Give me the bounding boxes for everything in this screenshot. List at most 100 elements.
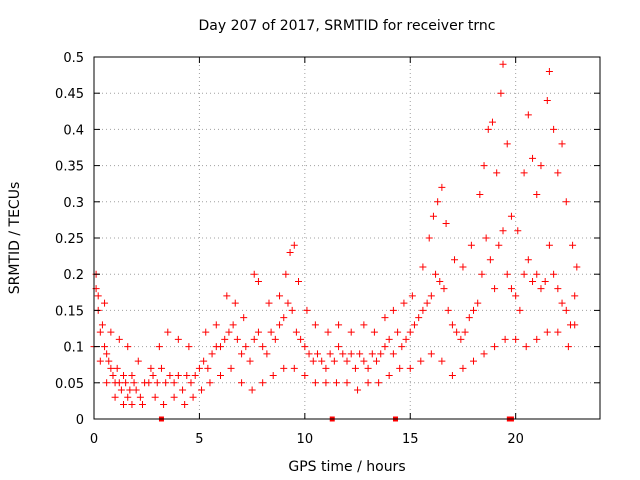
data-point bbox=[259, 379, 267, 387]
data-point bbox=[389, 306, 397, 314]
data-point bbox=[533, 191, 541, 199]
data-point bbox=[453, 328, 461, 336]
data-point bbox=[265, 299, 273, 307]
data-point bbox=[381, 343, 389, 351]
data-point bbox=[206, 379, 214, 387]
data-point bbox=[231, 299, 239, 307]
data-point bbox=[233, 335, 241, 343]
data-point bbox=[271, 335, 279, 343]
data-point bbox=[533, 335, 541, 343]
data-point bbox=[514, 227, 522, 235]
data-point bbox=[217, 343, 224, 351]
data-point bbox=[516, 306, 524, 314]
data-point bbox=[364, 379, 372, 387]
data-point bbox=[529, 277, 537, 285]
data-point bbox=[488, 118, 496, 126]
data-point bbox=[554, 285, 562, 293]
data-point bbox=[448, 372, 456, 380]
data-point bbox=[126, 386, 134, 394]
data-point bbox=[153, 379, 161, 387]
data-point bbox=[389, 350, 397, 358]
data-point bbox=[541, 277, 549, 285]
data-point bbox=[238, 350, 246, 358]
data-point bbox=[269, 372, 277, 380]
y-tick-label: 0.15 bbox=[55, 304, 84, 319]
data-point bbox=[354, 386, 362, 394]
data-point bbox=[164, 328, 172, 336]
data-point bbox=[309, 357, 317, 365]
data-point bbox=[98, 321, 106, 329]
data-point bbox=[124, 343, 132, 351]
data-point bbox=[459, 364, 467, 372]
data-point bbox=[457, 335, 465, 343]
data-point bbox=[107, 364, 115, 372]
data-point bbox=[170, 393, 178, 401]
chart-title: Day 207 of 2017, SRMTID for receiver trn… bbox=[199, 18, 496, 34]
data-point bbox=[160, 401, 168, 409]
data-point bbox=[394, 328, 402, 336]
data-point bbox=[130, 379, 138, 387]
data-point bbox=[347, 350, 355, 358]
data-point bbox=[529, 154, 537, 162]
data-point bbox=[324, 328, 332, 336]
data-point bbox=[301, 372, 309, 380]
data-point bbox=[290, 241, 298, 249]
data-point bbox=[202, 328, 210, 336]
data-point bbox=[408, 292, 416, 300]
data-point bbox=[524, 111, 532, 119]
data-point bbox=[181, 401, 189, 409]
x-tick-label: 0 bbox=[90, 432, 98, 447]
data-point bbox=[250, 335, 258, 343]
data-point bbox=[375, 379, 383, 387]
data-point bbox=[554, 169, 562, 177]
x-tick-label: 20 bbox=[507, 432, 524, 447]
data-point bbox=[288, 306, 296, 314]
data-point bbox=[157, 364, 165, 372]
data-point bbox=[368, 350, 376, 358]
data-point bbox=[425, 234, 433, 242]
data-point bbox=[438, 183, 446, 191]
data-point bbox=[356, 350, 364, 358]
data-point bbox=[96, 328, 104, 336]
data-point bbox=[533, 270, 541, 278]
data-point bbox=[501, 335, 509, 343]
data-point bbox=[524, 256, 532, 264]
data-point bbox=[313, 350, 321, 358]
data-point bbox=[351, 364, 359, 372]
data-point bbox=[280, 314, 288, 322]
data-point bbox=[335, 343, 343, 351]
data-point bbox=[520, 169, 528, 177]
data-point bbox=[267, 328, 275, 336]
data-point bbox=[128, 401, 136, 409]
data-points bbox=[90, 60, 581, 409]
data-point bbox=[332, 379, 340, 387]
data-point bbox=[250, 270, 258, 278]
data-point bbox=[183, 372, 191, 380]
data-point bbox=[115, 335, 123, 343]
data-point bbox=[459, 263, 467, 271]
data-point bbox=[562, 198, 570, 206]
data-point bbox=[398, 343, 406, 351]
data-point bbox=[429, 212, 437, 220]
data-point bbox=[499, 60, 507, 68]
data-point bbox=[419, 263, 427, 271]
data-point bbox=[385, 335, 393, 343]
data-point bbox=[554, 328, 562, 336]
data-point bbox=[322, 379, 330, 387]
data-point bbox=[96, 357, 104, 365]
data-point bbox=[347, 328, 355, 336]
data-point bbox=[147, 364, 155, 372]
data-point bbox=[282, 270, 290, 278]
data-point bbox=[191, 372, 199, 380]
data-point bbox=[187, 379, 195, 387]
data-point bbox=[120, 372, 128, 380]
data-point bbox=[512, 335, 520, 343]
data-point bbox=[493, 169, 501, 177]
data-point bbox=[486, 256, 494, 264]
data-point bbox=[550, 270, 558, 278]
data-point bbox=[132, 386, 140, 394]
data-point bbox=[571, 292, 579, 300]
data-point bbox=[301, 343, 309, 351]
y-tick-label: 0.05 bbox=[55, 377, 84, 392]
data-point bbox=[229, 321, 237, 329]
